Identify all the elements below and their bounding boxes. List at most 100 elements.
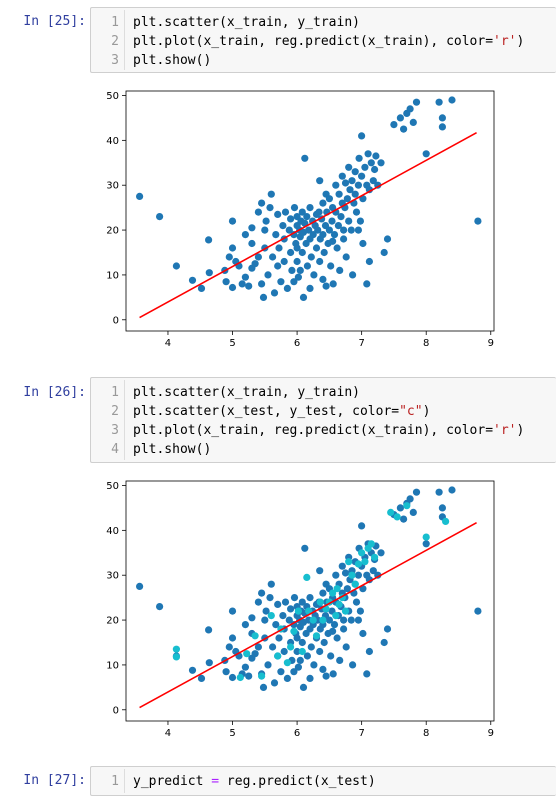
train-point [258, 589, 266, 597]
code-token: plt.scatter(x_test, y_test, color= [133, 404, 400, 419]
train-point [359, 239, 367, 248]
train-point [298, 638, 306, 647]
train-point [322, 190, 330, 198]
train-point [261, 226, 269, 234]
train-point [306, 284, 314, 292]
line-number: 1 [111, 385, 119, 400]
line-number: 4 [111, 442, 119, 457]
y-tick-label: 50 [106, 91, 119, 102]
train-point [238, 280, 246, 288]
code-text: plt.plot(x_train, reg.predict(x_train), … [133, 421, 524, 440]
train-point [222, 668, 230, 676]
train-point [406, 495, 414, 503]
train-point [341, 569, 350, 577]
train-point [254, 643, 262, 651]
x-tick-label: 9 [488, 338, 494, 349]
code-text: plt.scatter(x_train, y_train) [133, 13, 360, 32]
train-point [241, 621, 249, 629]
train-point [269, 253, 277, 261]
train-point [364, 150, 372, 158]
train-point [338, 562, 346, 570]
train-point [283, 284, 291, 292]
test-point [403, 502, 411, 510]
train-point [254, 598, 262, 606]
train-point [293, 257, 301, 266]
train-point [332, 571, 340, 579]
train-point [342, 253, 350, 261]
train-point [390, 121, 398, 129]
x-tick-label: 8 [423, 338, 429, 349]
train-point [327, 652, 335, 660]
train-point [349, 661, 357, 669]
code-cell-25[interactable]: 1 plt.scatter(x_train, y_train) 2 plt.plot(… [90, 7, 556, 73]
y-tick-label: 30 [106, 571, 119, 582]
code-cell-26[interactable]: 1 plt.scatter(x_train, y_train) 2 plt.scatt… [90, 377, 556, 463]
train-point [320, 638, 328, 647]
train-point [351, 190, 359, 198]
train-point [322, 580, 330, 588]
train-point [319, 231, 327, 239]
test-point [236, 673, 244, 682]
train-point [342, 643, 350, 651]
cell-prompt-27: In [27]: [23, 773, 86, 788]
test-point [316, 598, 324, 606]
train-point [293, 244, 301, 252]
train-point [280, 257, 288, 266]
train-point [355, 154, 363, 162]
test-point [358, 549, 366, 557]
train-point [315, 208, 323, 216]
train-point [438, 114, 446, 122]
train-point [316, 647, 324, 656]
test-point [172, 653, 180, 661]
test-point [312, 632, 321, 640]
code-text: plt.scatter(x_train, y_train) [133, 383, 360, 402]
train-point [261, 616, 269, 624]
train-point [330, 621, 339, 629]
train-point [354, 616, 362, 624]
line-number: 2 [111, 34, 119, 49]
train-point [172, 262, 180, 270]
train-point [345, 163, 353, 171]
test-point [348, 571, 356, 579]
y-tick-label: 40 [106, 136, 119, 147]
train-point [228, 634, 237, 642]
line-number: 3 [111, 423, 119, 438]
train-point [348, 177, 356, 185]
train-point [396, 114, 404, 122]
train-point [225, 643, 233, 651]
train-point [309, 231, 317, 239]
train-point [298, 598, 306, 606]
train-point [274, 210, 282, 218]
train-point [438, 123, 446, 131]
train-point [277, 668, 285, 676]
code-token: plt.scatter(x_train, y_train) [133, 385, 360, 400]
train-point [269, 643, 277, 651]
train-point [270, 289, 279, 297]
test-point [172, 645, 180, 653]
x-tick-label: 6 [294, 338, 300, 349]
code-cell-27[interactable]: 1 y_predict = reg.predict(x_test) [90, 766, 556, 796]
test-point [335, 600, 343, 608]
train-point [316, 257, 324, 266]
train-point [340, 616, 348, 624]
code-text: plt.show() [133, 440, 211, 459]
train-point [314, 226, 322, 234]
train-point [301, 544, 309, 552]
test-point [274, 652, 282, 660]
train-point [412, 488, 421, 496]
train-point [338, 172, 346, 180]
train-point [380, 248, 388, 257]
train-point [333, 634, 341, 642]
train-point [277, 278, 285, 286]
train-point [354, 181, 362, 189]
train-point [356, 607, 364, 615]
train-point [474, 607, 482, 615]
x-tick-label: 4 [165, 728, 171, 739]
train-point [248, 239, 256, 248]
train-point [267, 190, 275, 198]
train-point [205, 659, 213, 667]
train-point [422, 150, 430, 158]
train-point [330, 231, 339, 239]
test-point [341, 607, 350, 615]
train-point [340, 235, 348, 243]
